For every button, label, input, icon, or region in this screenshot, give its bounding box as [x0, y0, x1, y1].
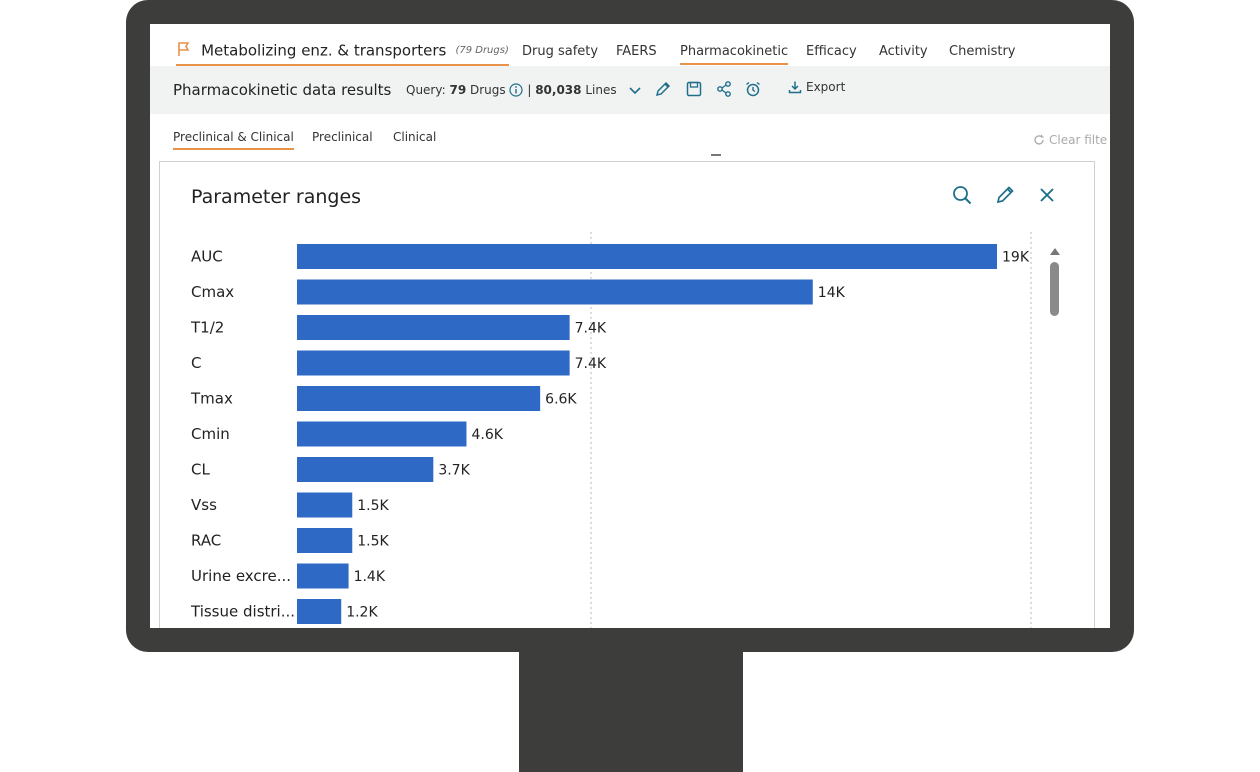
search-icon[interactable] [951, 184, 973, 206]
bar[interactable] [297, 244, 997, 269]
bar-chart: AUC 19K Cmax 14K T1/2 7.4K C 7.4K Tmax 6.6K Cmin 4.… [190, 232, 1032, 628]
app-screen: Metabolizing enz. & transporters (79 Dru… [150, 24, 1110, 628]
category-label: Tissue distri... [190, 603, 295, 621]
query-count: 79 [449, 83, 467, 97]
parameter-ranges-card: AUC 19K Cmax 14K T1/2 7.4K C 7.4K Tmax 6.6K Cmin 4.… [159, 161, 1095, 628]
card-title: Parameter ranges [191, 186, 362, 208]
category-label: RAC [191, 532, 221, 550]
value-label: 1.5K [357, 498, 389, 514]
category-label: Tmax [190, 390, 233, 408]
bar[interactable] [297, 386, 541, 411]
value-label: 7.4K [575, 321, 607, 337]
tab-chemistry[interactable]: Chemistry [949, 44, 1016, 59]
tab-efficacy[interactable]: Efficacy [806, 44, 857, 59]
scrollbar-thumb[interactable] [1050, 262, 1059, 316]
separator: | [527, 83, 532, 97]
category-label: AUC [191, 248, 223, 266]
share-icon[interactable] [715, 80, 733, 98]
lines-label: Lines [585, 83, 617, 97]
export-label: Export [806, 80, 846, 94]
value-label: 7.4K [575, 356, 607, 372]
bar[interactable] [297, 492, 353, 518]
value-label: 6.6K [545, 392, 577, 408]
tab-pharmacokinetic[interactable]: Pharmacokinetic [680, 44, 789, 65]
close-icon[interactable] [1036, 184, 1058, 206]
download-icon [788, 81, 802, 94]
bar[interactable] [297, 350, 570, 376]
tab-metabolizing-label: Metabolizing enz. & transporters [201, 41, 447, 60]
clear-filters-label: Clear filte [1049, 133, 1108, 147]
pencil-icon[interactable] [654, 80, 672, 98]
lines-count: 80,038 [535, 83, 582, 97]
value-label: 1.4K [354, 569, 386, 585]
results-title: Pharmacokinetic data results [173, 81, 392, 99]
bar[interactable] [297, 528, 353, 553]
alarm-icon[interactable] [744, 80, 762, 98]
tab-faers[interactable]: FAERS [616, 44, 657, 59]
tab-activity[interactable]: Activity [879, 44, 928, 59]
query-summary: Query: 79 Drugs | 80,038 Lines [406, 83, 642, 100]
value-label: 3.7K [438, 463, 470, 479]
value-label: 14K [818, 285, 846, 301]
category-label: Urine excre... [191, 567, 291, 585]
category-label: Cmin [191, 425, 230, 443]
tab-drug-safety[interactable]: Drug safety [522, 44, 599, 59]
query-label: Query: [406, 83, 446, 97]
bar[interactable] [297, 421, 467, 447]
value-label: 19K [1002, 250, 1030, 266]
bar[interactable] [297, 599, 342, 624]
category-label: C [191, 354, 201, 372]
value-label: 4.6K [471, 427, 503, 443]
value-label: 1.5K [357, 534, 389, 550]
subtab-preclinical[interactable]: Preclinical [312, 130, 373, 144]
scroll-up-arrow[interactable] [1050, 248, 1060, 255]
tab-metabolizing[interactable]: Metabolizing enz. & transporters (79 Dru… [176, 40, 509, 66]
category-label: Cmax [191, 283, 234, 301]
clear-filters-button[interactable]: Clear filte [1033, 133, 1107, 147]
category-label: T1/2 [190, 319, 224, 337]
refresh-icon [1034, 134, 1044, 145]
subtab-clinical[interactable]: Clinical [393, 130, 437, 144]
resize-handle[interactable] [711, 154, 721, 156]
category-label: Vss [191, 496, 217, 514]
bar[interactable] [297, 315, 570, 340]
query-unit: Drugs [470, 83, 506, 97]
chevron-down-icon[interactable] [628, 85, 642, 99]
edit-icon[interactable] [994, 184, 1016, 206]
bar[interactable] [297, 279, 813, 305]
category-label: CL [191, 461, 210, 479]
subtab-preclinical-clinical[interactable]: Preclinical & Clinical [173, 130, 294, 150]
tab-metabolizing-count: (79 Drugs) [455, 45, 509, 56]
bar[interactable] [297, 563, 349, 589]
results-toolbar: Pharmacokinetic data results Query: 79 D… [150, 66, 1110, 114]
top-navigation: Metabolizing enz. & transporters (79 Dru… [150, 24, 1110, 66]
save-icon[interactable] [685, 80, 703, 98]
monitor-stand [519, 650, 743, 772]
info-icon[interactable] [509, 83, 524, 100]
bar[interactable] [297, 457, 434, 482]
value-label: 1.2K [346, 605, 378, 621]
flag-icon [176, 41, 192, 61]
export-button[interactable]: Export [788, 80, 845, 94]
